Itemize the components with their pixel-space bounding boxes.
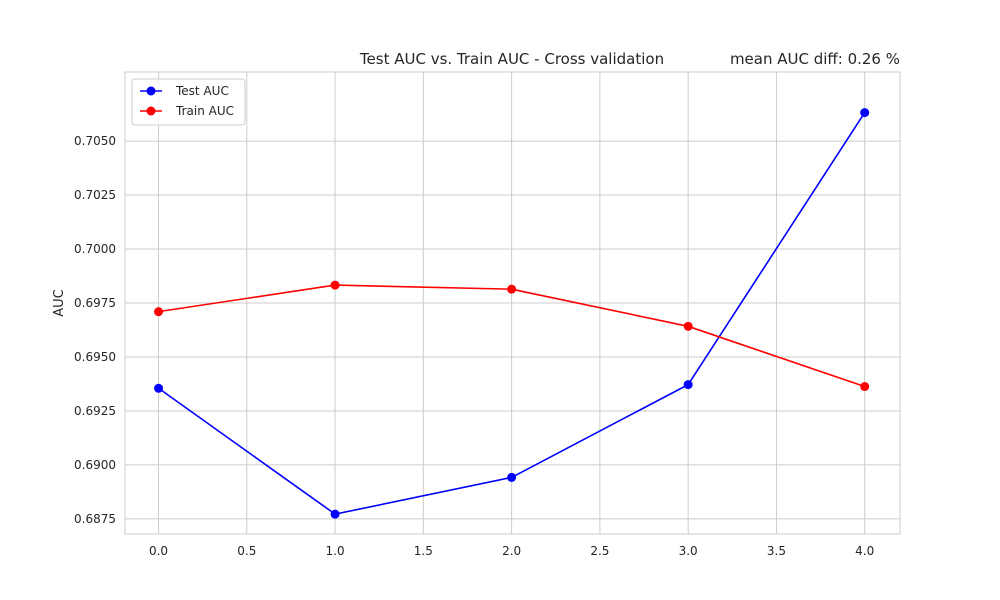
- legend-entry-train: Train AUC: [140, 104, 234, 118]
- legend-entry-test: Test AUC: [140, 84, 229, 98]
- y-tick-label: 0.6900: [74, 458, 116, 472]
- data-point-train-auc: [330, 280, 340, 290]
- series-lines: [154, 108, 870, 519]
- legend-marker-train: [146, 106, 156, 116]
- data-point-train-auc: [683, 321, 693, 331]
- y-tick-label: 0.7050: [74, 134, 116, 148]
- legend: Test AUC Train AUC: [131, 78, 246, 126]
- x-tick-label: 2.0: [502, 544, 521, 558]
- x-tick-label: 2.5: [590, 544, 609, 558]
- y-tick-label: 0.7025: [74, 188, 116, 202]
- series-train-auc: [154, 280, 870, 392]
- y-tick-label: 0.6975: [74, 296, 116, 310]
- data-point-test-auc: [330, 509, 340, 519]
- y-tick-label: 0.7000: [74, 242, 116, 256]
- x-tick-label: 1.5: [414, 544, 433, 558]
- legend-marker-test: [146, 86, 156, 96]
- x-tick-label: 3.5: [767, 544, 786, 558]
- y-tick-label: 0.6950: [74, 350, 116, 364]
- x-tick-label: 4.0: [855, 544, 874, 558]
- legend-label-test: Test AUC: [175, 84, 229, 98]
- data-point-test-auc: [860, 108, 870, 118]
- data-point-train-auc: [154, 307, 164, 317]
- y-tick-label: 0.6925: [74, 404, 116, 418]
- grid-lines: [125, 72, 900, 534]
- x-tick-label: 0.5: [237, 544, 256, 558]
- y-tick-label: 0.6875: [74, 512, 116, 526]
- x-tick-label: 3.0: [679, 544, 698, 558]
- plot-frame: [124, 71, 901, 535]
- x-tick-label: 0.0: [149, 544, 168, 558]
- data-point-test-auc: [683, 380, 693, 390]
- y-axis-label: AUC: [52, 289, 67, 317]
- chart-title: Test AUC vs. Train AUC - Cross validatio…: [359, 50, 664, 68]
- x-tick-labels: 0.0 0.5 1.0 1.5 2.0 2.5 3.0 3.5 4.0: [149, 544, 874, 558]
- mean-diff-annotation: mean AUC diff: 0.26 %: [730, 50, 900, 68]
- legend-label-train: Train AUC: [175, 104, 234, 118]
- data-point-train-auc: [507, 284, 517, 294]
- x-tick-label: 1.0: [326, 544, 345, 558]
- data-point-train-auc: [860, 382, 870, 392]
- y-tick-labels: 0.6875 0.6900 0.6925 0.6950 0.6975 0.7000 0.70…: [74, 134, 116, 526]
- data-point-test-auc: [154, 383, 164, 393]
- series-test-auc: [154, 108, 870, 519]
- data-point-test-auc: [507, 472, 517, 482]
